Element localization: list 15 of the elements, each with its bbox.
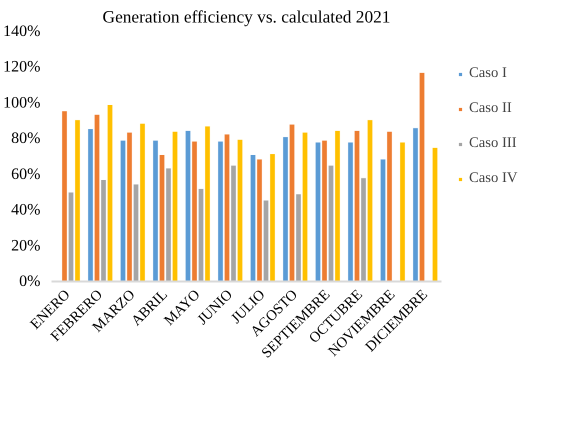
- y-tick-label: 120%: [3, 58, 40, 76]
- legend-label: Caso IV: [469, 170, 518, 187]
- bar: [432, 147, 438, 282]
- y-tick-label: 20%: [11, 237, 40, 254]
- y-tick-label: 0%: [19, 273, 40, 290]
- legend-label: Caso II: [469, 100, 512, 117]
- y-tick-label: 100%: [3, 94, 40, 112]
- y-tick-label: 60%: [11, 166, 40, 183]
- chart-title: Generation efficiency vs. calculated 2021: [102, 8, 390, 26]
- y-tick-label: 140%: [3, 23, 40, 40]
- legend-label: Caso III: [469, 135, 517, 152]
- legend-label: Caso I: [469, 65, 507, 82]
- bar: [400, 142, 406, 282]
- y-tick-label: 40%: [11, 202, 40, 219]
- y-tick-label: 80%: [11, 130, 40, 148]
